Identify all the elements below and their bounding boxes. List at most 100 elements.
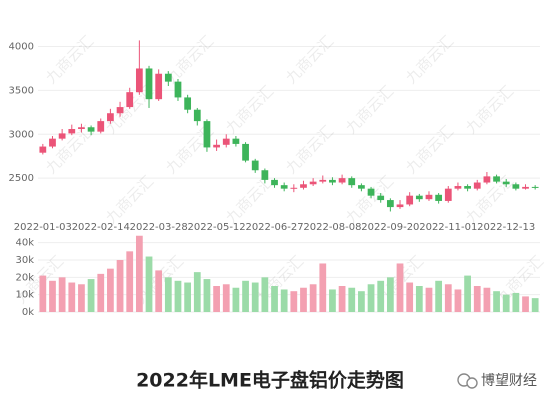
volume-bar (415, 286, 423, 312)
volume-bar (49, 280, 56, 312)
candle-body (531, 186, 539, 188)
watermark: 九商云汇 (402, 32, 457, 87)
volume-bar (406, 282, 414, 312)
volume-bar (435, 280, 443, 312)
candle-body (444, 188, 452, 201)
volume-bar (386, 277, 394, 312)
candle-body (425, 194, 433, 200)
candle-body (155, 73, 163, 100)
chart-title: 2022年LME电子盘铝价走势图 (136, 369, 404, 392)
candle-body (232, 138, 240, 144)
brand: 博望财经 (481, 372, 537, 389)
candle-body (329, 179, 336, 183)
volume-bar (512, 292, 520, 312)
candle-body (261, 170, 269, 180)
y-tick-label: 2500 (9, 173, 34, 184)
candle-body (97, 121, 105, 132)
watermark: 九商云汇 (402, 122, 457, 177)
volume-bar (126, 251, 134, 312)
volume-bar (444, 284, 452, 312)
candle-body (174, 81, 182, 98)
candle-body (300, 184, 307, 188)
candle-body (435, 194, 443, 201)
candle-body (78, 127, 85, 130)
watermark: 九商云汇 (222, 172, 277, 227)
volume-bar (242, 280, 249, 312)
candle-body (49, 138, 56, 147)
volume-bar (300, 287, 307, 312)
watermark: 九商云汇 (102, 172, 157, 227)
volume-bar (58, 277, 66, 312)
candle-body (512, 184, 520, 189)
y-tick-label: 3500 (9, 85, 34, 96)
candle-body (367, 188, 375, 196)
volume-bar (454, 289, 462, 312)
candle-body (493, 176, 500, 182)
y-tick-label: 40k (15, 238, 34, 249)
volume-bar (348, 287, 356, 312)
volume-bar (184, 282, 192, 312)
candle-body (415, 195, 423, 200)
volume-bar (78, 284, 85, 312)
candle-body (280, 185, 288, 189)
candle-body (213, 144, 220, 148)
candle-body (464, 186, 471, 189)
volume-bar (483, 287, 491, 312)
candle-body (319, 179, 327, 182)
y-tick-label: 20k (15, 272, 34, 283)
y-tick-label: 3000 (9, 129, 34, 140)
candle-body (116, 107, 124, 114)
volume-bar (309, 284, 317, 312)
volume-bar (68, 282, 76, 312)
volume-bar (193, 272, 201, 312)
volume-bar (135, 235, 143, 312)
candle-body (193, 109, 201, 122)
candle-body (222, 138, 230, 145)
candle-body (184, 97, 192, 110)
candle-body (251, 160, 259, 171)
x-tick-label: 2022-05-12 (188, 222, 246, 233)
volume-bar (290, 291, 298, 312)
volume-bar (473, 286, 481, 312)
volume-bar (319, 263, 327, 312)
candle-body (406, 195, 414, 205)
candle-body (87, 127, 95, 132)
candle-body (58, 133, 66, 139)
x-tick-label: 2022-09-20 (361, 222, 419, 233)
x-tick-label: 2022-01-03 (14, 222, 72, 233)
volume-bar (493, 291, 500, 312)
watermark: 九商云汇 (282, 32, 337, 87)
volume-bar (522, 296, 529, 312)
volume-bar (251, 282, 259, 312)
candle-body (145, 68, 153, 100)
x-tick-label: 2022-06-27 (245, 222, 303, 233)
candle-body (271, 179, 278, 186)
volume-bar (502, 294, 510, 312)
volume-bar (531, 298, 539, 312)
volume-bar (213, 286, 220, 312)
volume-bar (39, 275, 47, 312)
x-tick-label: 2022-08-08 (303, 222, 361, 233)
candle-body (68, 129, 76, 134)
candle-body (107, 113, 114, 122)
candle-body (126, 92, 134, 108)
volume-bar (464, 275, 471, 312)
candle-body (377, 195, 385, 201)
candle-body (386, 200, 394, 208)
volume-bar (396, 263, 404, 312)
candle-body (396, 204, 404, 208)
candle-body (338, 178, 346, 183)
y-tick-label: 4000 (9, 42, 34, 53)
volume-bar (97, 273, 105, 312)
volume-bar (87, 279, 95, 312)
candle-body (290, 187, 298, 189)
candle-body (309, 181, 317, 185)
volume-bar (425, 287, 433, 312)
volume-bar (174, 280, 182, 312)
candle-body (164, 73, 172, 82)
candle-body (473, 182, 481, 189)
volume-bar (145, 256, 153, 312)
candle-body (502, 181, 510, 185)
